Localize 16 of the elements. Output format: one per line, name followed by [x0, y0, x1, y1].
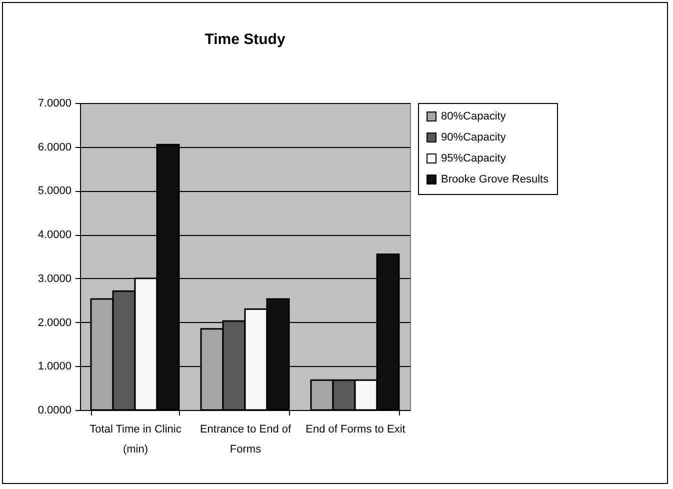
x-tick-label: Total Time in Clinic (min) — [90, 424, 182, 456]
y-tick-label: 5.0000 — [38, 185, 72, 198]
legend-label: 90%Capacity — [441, 132, 506, 144]
legend-label: 80%Capacity — [441, 110, 506, 122]
x-tick-label: Entrance to End of Forms — [200, 424, 292, 456]
x-tick-label: End of Forms to Exit — [306, 424, 406, 436]
legend-label: Brooke Grove Results — [441, 174, 550, 186]
y-tick-label: 4.0000 — [38, 229, 72, 242]
y-tick-label: 7.0000 — [38, 98, 72, 110]
y-tick-label: 6.0000 — [38, 141, 72, 154]
legend-label: 95%Capacity — [441, 152, 506, 164]
chart-title: Time Study — [204, 31, 286, 48]
y-tick-label: 2.0000 — [38, 316, 72, 329]
y-tick-label: 0.0000 — [38, 404, 72, 416]
y-tick-label: 3.0000 — [38, 272, 72, 285]
y-tick-label: 1.0000 — [38, 360, 72, 373]
